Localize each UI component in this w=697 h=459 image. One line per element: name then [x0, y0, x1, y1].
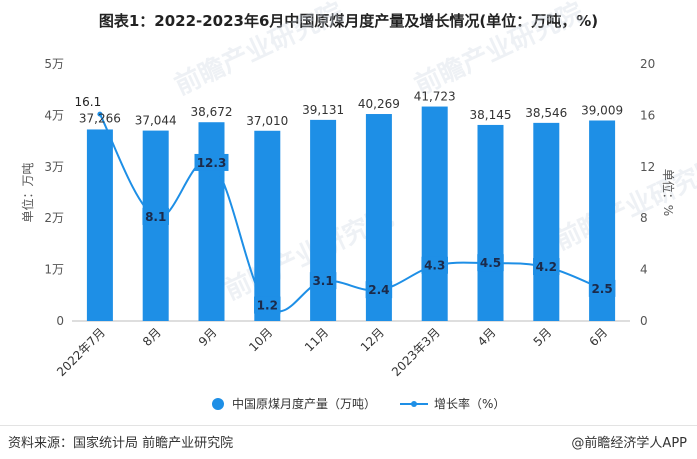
legend-bar-label: 中国原煤月度产量（万吨） — [232, 396, 376, 411]
growth-rate-label-bg — [477, 254, 504, 272]
y-tick-left-label: 4万 — [44, 108, 64, 122]
legend-line-label: 增长率（%） — [434, 396, 505, 411]
growth-rate-label-bg — [533, 258, 560, 276]
x-tick-label: 10月 — [246, 325, 275, 354]
bar — [310, 119, 337, 321]
legend-bar-swatch — [212, 398, 224, 410]
y-tick-right-label: 0 — [640, 314, 648, 328]
x-tick-label: 4月 — [475, 325, 499, 349]
bar — [477, 124, 504, 322]
growth-rate-label: 4.2 — [536, 260, 557, 274]
bar — [421, 106, 448, 321]
brand-note: @前瞻经济学人APP — [571, 436, 687, 451]
y-tick-right-label: 4 — [640, 263, 648, 277]
growth-rate-label-bg — [194, 153, 229, 171]
growth-rate-label: 8.1 — [145, 210, 166, 224]
growth-rate-label-bg — [142, 207, 169, 225]
bar-value-label: 39,131 — [302, 103, 344, 117]
chart-title: 图表1：2022-2023年6月中国原煤月度产量及增长情况(单位：万吨，%) — [98, 12, 599, 30]
growth-rate-label: 2.4 — [368, 283, 389, 297]
y-tick-right-label: 20 — [640, 57, 655, 71]
y-tick-left-label: 3万 — [44, 160, 64, 174]
x-tick-label: 12月 — [358, 325, 387, 354]
bar-value-label: 38,672 — [191, 105, 233, 119]
x-tick-label: 5月 — [531, 325, 555, 349]
growth-rate-label: 3.1 — [312, 274, 333, 288]
bar-value-label: 37,010 — [246, 114, 288, 128]
growth-rate-label: 1.2 — [257, 299, 278, 313]
bar-value-label: 37,266 — [79, 111, 121, 125]
bar-value-label: 40,269 — [358, 97, 400, 111]
y-axis-right-label: 单位：% — [661, 169, 676, 216]
growth-rate-label-bg — [588, 279, 616, 297]
y-tick-right-label: 8 — [640, 211, 648, 225]
x-tick-label: 2022年7月 — [54, 325, 108, 379]
growth-rate-point — [97, 111, 103, 117]
y-tick-left-label: 1万 — [44, 263, 64, 277]
growth-rate-label-bg — [421, 256, 448, 274]
growth-rate-line — [99, 113, 603, 313]
growth-rate-label: 12.3 — [197, 156, 227, 170]
y-axis-left-label: 单位：万吨 — [20, 162, 35, 222]
bar-value-label: 38,145 — [470, 108, 512, 122]
source-note: 资料来源：国家统计局 前瞻产业研究院 — [8, 436, 234, 451]
footer-divider — [0, 425, 697, 426]
y-tick-left-label: 0 — [56, 314, 64, 328]
y-tick-left-label: 2万 — [44, 211, 64, 225]
growth-rate-label-bg — [309, 272, 337, 290]
legend-line-marker — [411, 401, 417, 407]
y-tick-right-label: 16 — [640, 108, 655, 122]
x-tick-label: 9月 — [196, 325, 220, 349]
y-tick-right-label: 12 — [640, 160, 655, 174]
x-tick-label: 6月 — [586, 325, 610, 349]
bar — [533, 122, 560, 321]
x-tick-label: 8月 — [140, 325, 164, 349]
bar-value-label: 37,044 — [135, 114, 177, 128]
bar-value-label: 39,009 — [581, 103, 623, 117]
chart-area: 0 1万 2万 3万 4万 5万 0 4 8 12 16 20 单位：万吨 单位：% 16.1 8.1 12.3… — [20, 57, 676, 411]
y-tick-left-label: 5万 — [44, 57, 64, 71]
bar-value-label: 38,546 — [525, 106, 567, 120]
bar-value-label: 41,723 — [414, 90, 456, 104]
growth-rate-label: 16.1 — [75, 95, 102, 109]
x-tick-label: 2023年3月 — [389, 325, 443, 379]
bar — [142, 130, 169, 321]
growth-rate-label-bg — [254, 296, 281, 314]
growth-rate-label: 2.5 — [591, 282, 612, 296]
growth-rate-label: 4.3 — [424, 259, 445, 273]
bar — [198, 122, 225, 321]
growth-rate-label-bg — [365, 281, 393, 299]
growth-rate-label: 4.5 — [480, 256, 501, 270]
x-tick-label: 11月 — [302, 325, 331, 354]
bar — [86, 129, 113, 321]
